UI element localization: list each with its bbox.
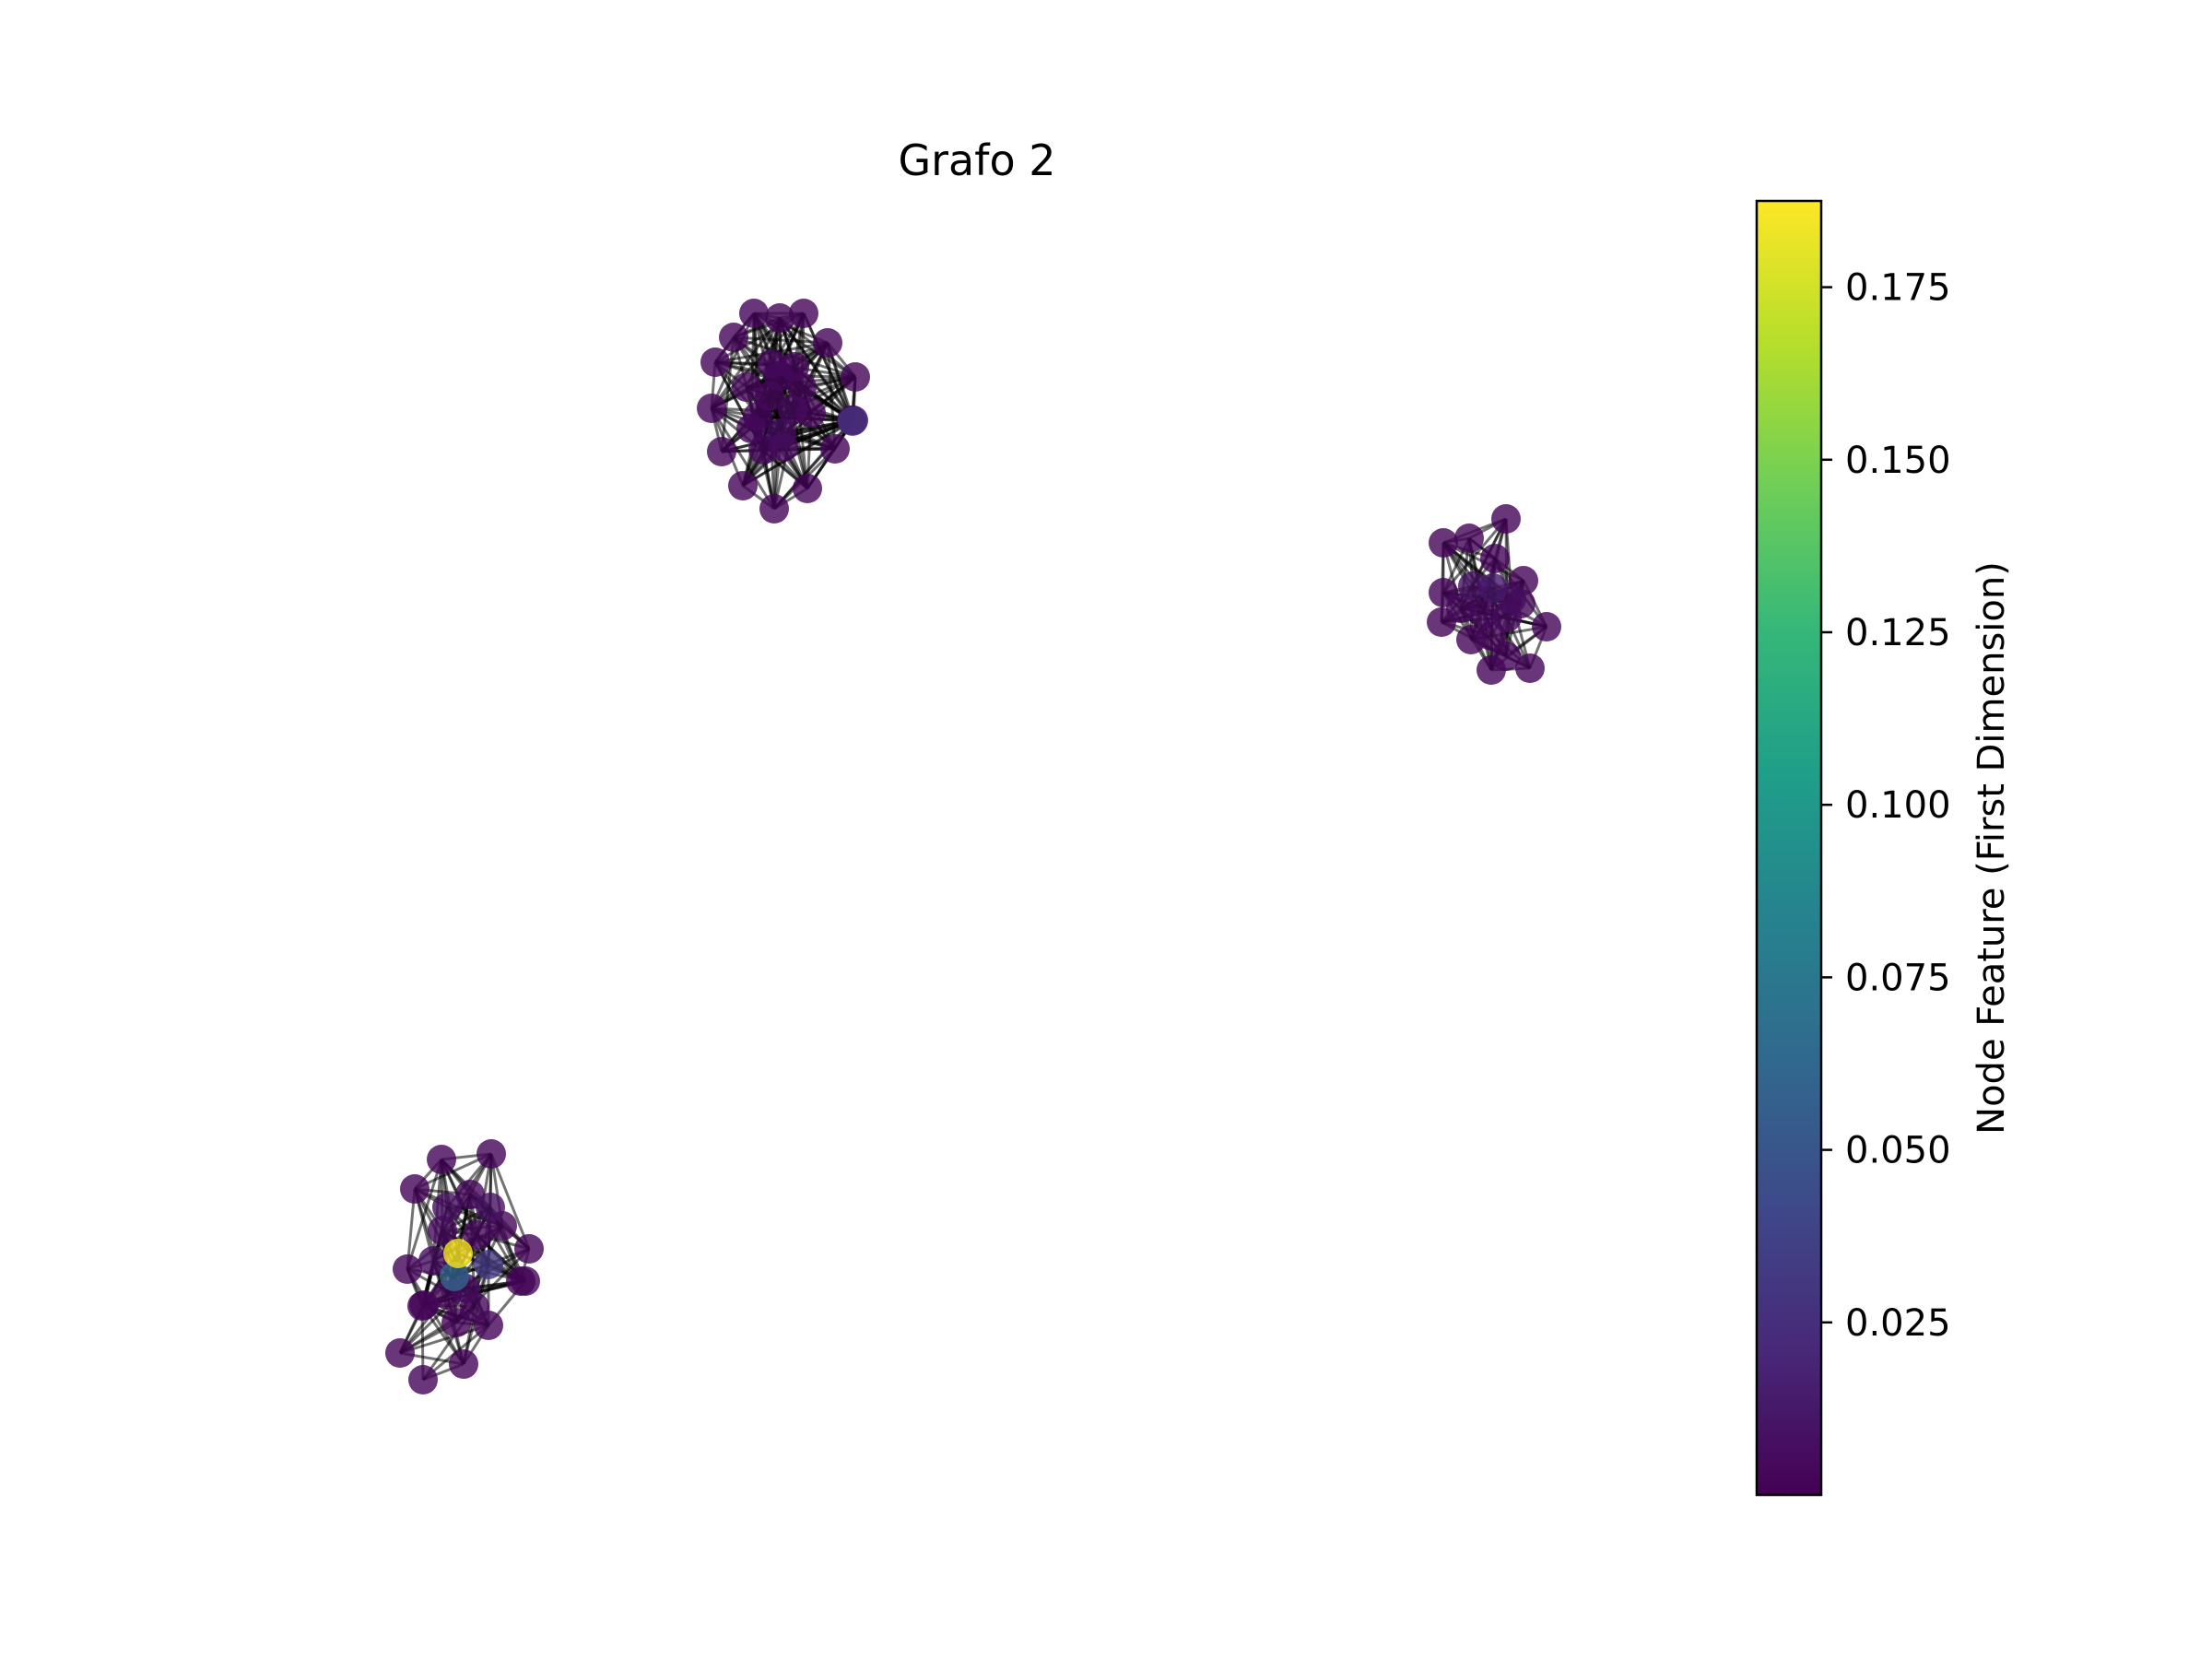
graph-node (409, 1290, 439, 1320)
graph-node (778, 395, 807, 425)
graph-node (1478, 573, 1508, 603)
graph-node (393, 1254, 422, 1284)
graph-node (728, 471, 758, 500)
graph-node (474, 1250, 503, 1279)
graph-node (767, 418, 796, 448)
colorbar-tick-label: 0.125 (1845, 612, 1951, 654)
graph-node (1491, 504, 1521, 534)
graph-node (1469, 598, 1499, 628)
graph-edge (720, 336, 735, 453)
colorbar-gradient (1755, 199, 1823, 1497)
graph-node (732, 372, 761, 402)
colorbar-tick-label: 0.150 (1845, 440, 1951, 482)
graph-node (719, 323, 748, 352)
graph-node (1532, 612, 1561, 641)
graph-node (813, 328, 842, 358)
graph-nodes (385, 299, 1561, 1394)
figure-title: Grafo 2 (899, 135, 1056, 185)
graph-edge (399, 1324, 489, 1355)
graph-edge (489, 1153, 531, 1250)
graph-edge (1441, 518, 1508, 594)
graph-node (1429, 528, 1458, 558)
graph-node (697, 394, 726, 423)
graph-node (514, 1234, 544, 1264)
graph-node (841, 362, 870, 392)
graph-node (759, 494, 789, 524)
graph-node (428, 1216, 457, 1245)
graph-node (400, 1174, 429, 1204)
graph-node (707, 437, 736, 466)
graph-edge (710, 312, 756, 409)
graph-node (440, 1262, 469, 1291)
graph-node (443, 1239, 473, 1268)
graph-node (838, 406, 867, 436)
graph-node (463, 1220, 492, 1250)
graph-node (739, 299, 769, 328)
graph-node (506, 1266, 535, 1296)
graph-node (476, 1193, 505, 1222)
graph-node (1515, 653, 1545, 683)
graph-node (385, 1338, 415, 1368)
colorbar-tick-label: 0.075 (1845, 957, 1951, 999)
graph-node (408, 1365, 438, 1394)
colorbar-label: Node Feature (First Dimension) (1971, 561, 2013, 1135)
colorbar-tick-label: 0.100 (1845, 784, 1951, 827)
graph-node (432, 1193, 462, 1222)
graph-node (758, 349, 787, 379)
graph-node (449, 1349, 478, 1379)
graph-node (1491, 641, 1521, 671)
colorbar-tick-label: 0.175 (1845, 267, 1951, 310)
graph-edges (398, 312, 1548, 1382)
graph-node (765, 303, 794, 333)
graph-node (1446, 594, 1476, 623)
colorbar-ticks: 0.025 0.050 0.075 0.100 0.125 0.150 0.175 (1821, 267, 1951, 1345)
graph-node (793, 474, 822, 503)
graph-node (418, 1246, 448, 1276)
colorbar-tick-label: 0.025 (1845, 1302, 1951, 1345)
graph-node (1480, 544, 1510, 573)
graph-node (820, 434, 850, 464)
graph-edge (406, 1159, 443, 1270)
graph-node (1454, 524, 1484, 553)
graph-node (700, 347, 730, 377)
graph-edge (710, 407, 776, 510)
colorbar: 0.025 0.050 0.075 0.100 0.125 0.150 0.175 Node… (1755, 199, 2013, 1497)
graph-node (477, 1139, 506, 1169)
graph-node (789, 299, 818, 328)
graph-edge (733, 335, 829, 345)
graph-node (427, 1145, 456, 1174)
colorbar-tick-label: 0.050 (1845, 1130, 1951, 1172)
